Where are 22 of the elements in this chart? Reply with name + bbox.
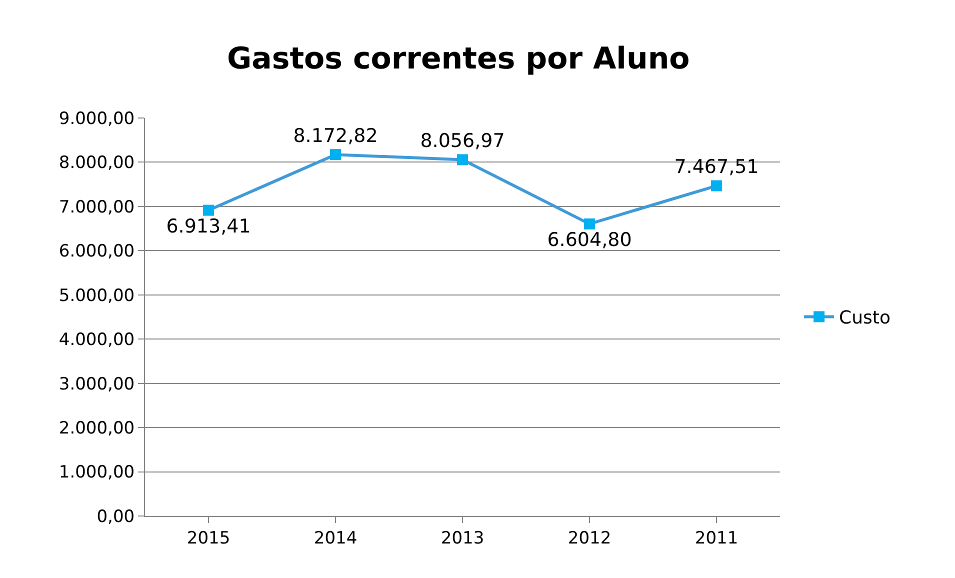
x-tick-label: 2011 xyxy=(694,528,738,548)
x-tick-label: 2012 xyxy=(568,528,612,548)
data-label: 7.467,51 xyxy=(674,156,759,178)
y-tick-label: 9.000,00 xyxy=(58,108,135,129)
data-label: 6.604,80 xyxy=(547,229,632,252)
x-tick-label: 2014 xyxy=(314,528,358,548)
x-tick-label: 2013 xyxy=(440,528,484,548)
y-tick-label: 6.000,00 xyxy=(58,242,135,262)
y-tick-label: 1.000,00 xyxy=(58,462,135,483)
chart-title: Gastos correntes por Aluno xyxy=(226,41,690,76)
data-label: 6.913,41 xyxy=(166,215,251,238)
y-tick-label: 8.000,00 xyxy=(58,153,135,174)
y-tick-label: 4.000,00 xyxy=(58,330,135,350)
data-label: 8.056,97 xyxy=(420,130,505,152)
y-tick-label: 0,00 xyxy=(96,506,135,527)
y-tick-label: 3.000,00 xyxy=(58,374,135,394)
y-tick-label: 2.000,00 xyxy=(58,418,135,439)
y-tick-label: 7.000,00 xyxy=(58,197,135,218)
y-tick-label: 5.000,00 xyxy=(58,286,135,306)
x-tick-label: 2015 xyxy=(186,528,230,548)
legend-label: Custo xyxy=(839,308,890,329)
data-label: 8.172,82 xyxy=(293,124,378,147)
